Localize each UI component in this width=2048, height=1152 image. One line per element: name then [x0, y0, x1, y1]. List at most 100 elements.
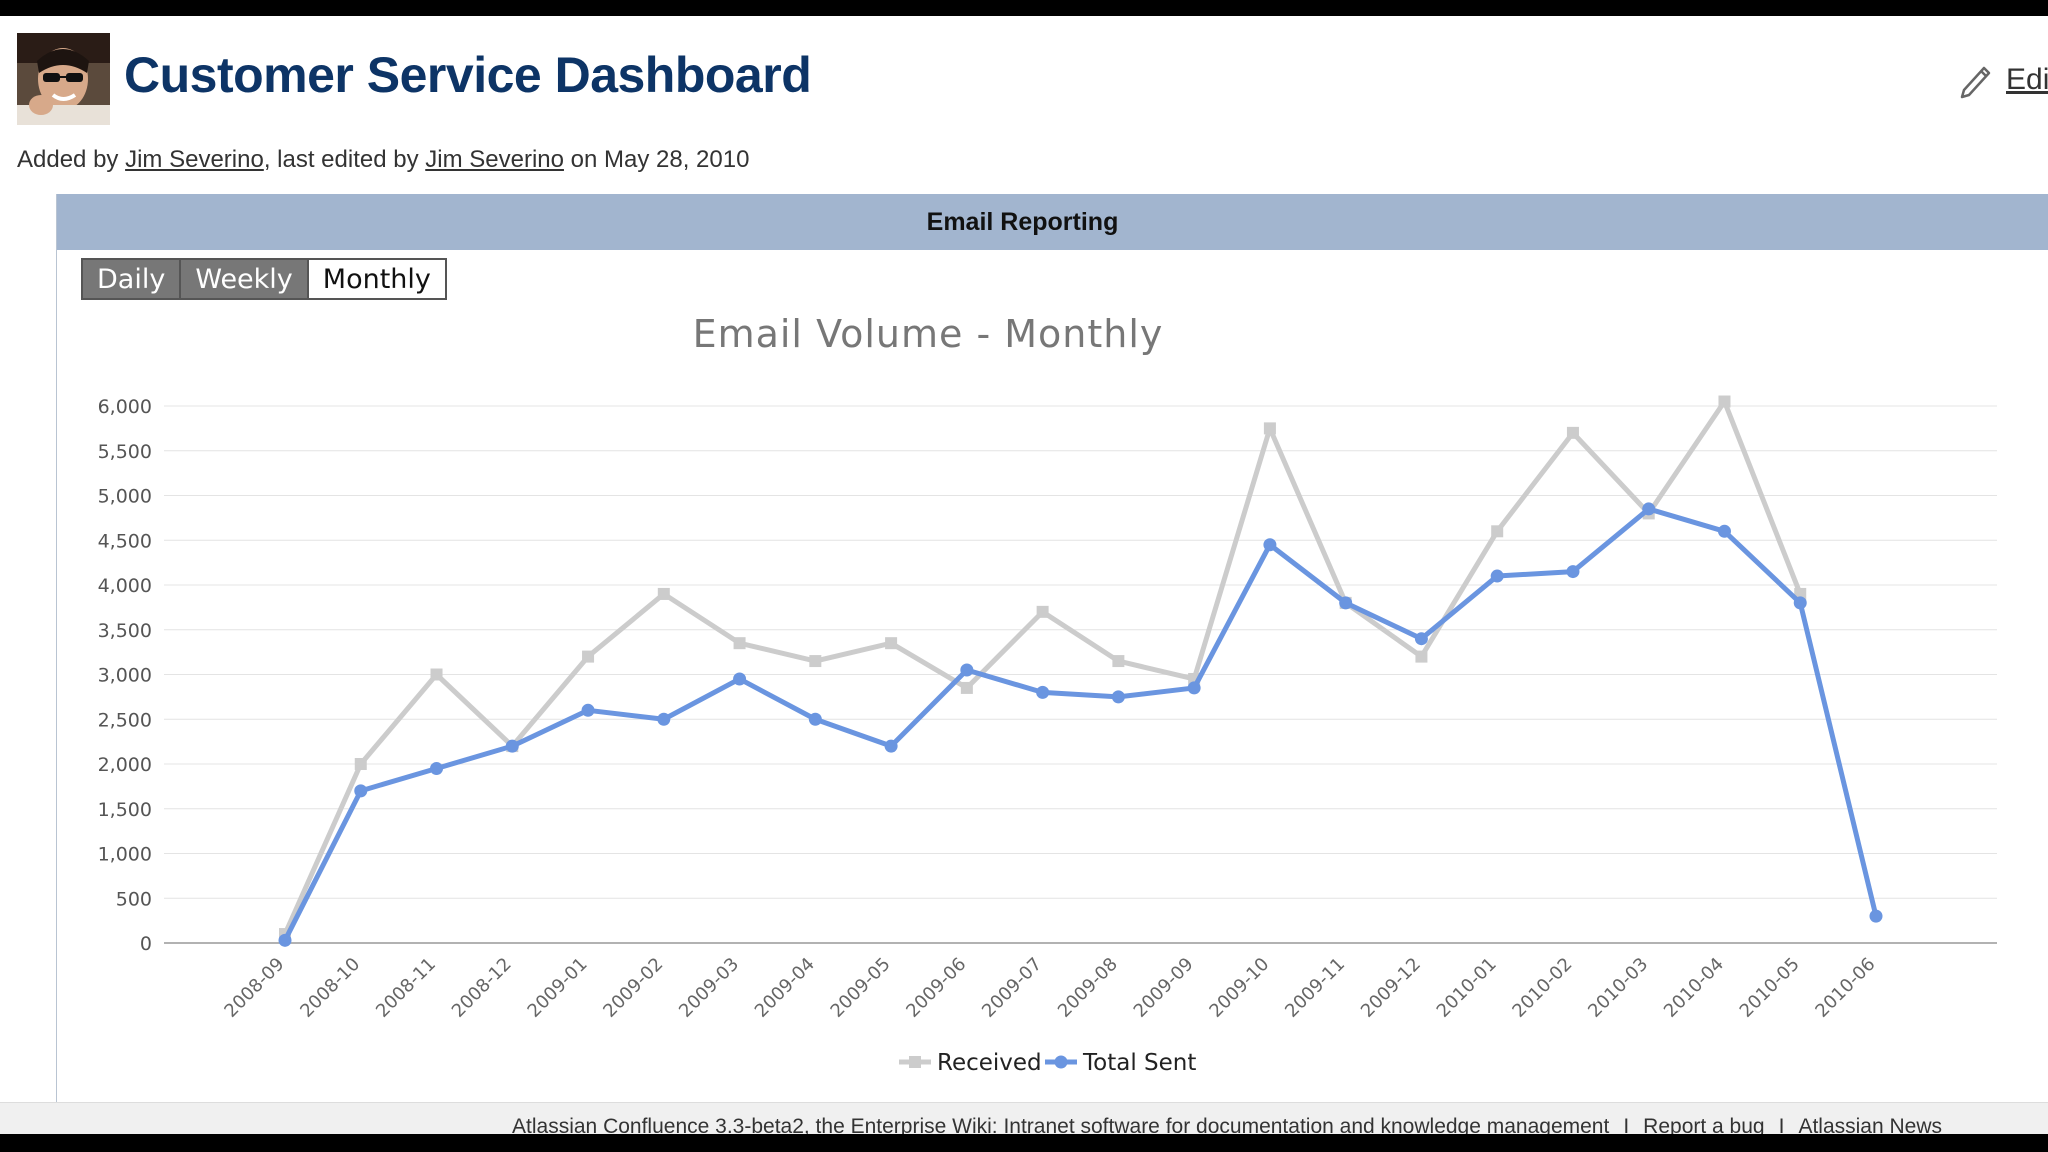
- data-point-received: [809, 655, 822, 668]
- chart-title-wrap: Email Volume - Monthly: [57, 312, 2048, 356]
- x-tick-label: 2010-02: [1508, 954, 1576, 1022]
- report-bug-link[interactable]: Report a bug: [1643, 1114, 1765, 1135]
- data-point-total-sent: [1187, 681, 1201, 695]
- x-tick-label: 2010-03: [1584, 954, 1652, 1022]
- y-tick-label: 6,000: [98, 396, 152, 418]
- x-tick-label: 2009-05: [827, 954, 895, 1022]
- data-point-total-sent: [733, 672, 747, 686]
- tab-monthly[interactable]: Monthly: [308, 258, 447, 300]
- data-point-received: [1112, 655, 1125, 668]
- data-point-total-sent: [581, 703, 595, 717]
- data-point-received: [582, 650, 595, 663]
- x-tick-label: 2008-10: [296, 954, 364, 1022]
- data-point-received: [885, 637, 898, 650]
- data-point-received: [657, 587, 670, 600]
- x-tick-label: 2009-02: [599, 954, 667, 1022]
- data-point-total-sent: [1111, 690, 1125, 704]
- x-tick-label: 2009-01: [524, 954, 592, 1022]
- chart-title: Email Volume - Monthly: [692, 312, 1164, 356]
- y-tick-label: 2,000: [98, 754, 152, 776]
- y-tick-label: 500: [116, 888, 152, 910]
- edit-label[interactable]: Edi: [2006, 63, 2048, 96]
- page-title: Customer Service Dashboard: [124, 47, 812, 103]
- y-tick-label: 4,000: [98, 575, 152, 597]
- editor-link[interactable]: Jim Severino: [425, 146, 564, 173]
- legend-marker: [1054, 1055, 1068, 1069]
- byline-date: on May 28, 2010: [563, 146, 750, 173]
- y-tick-label: 0: [140, 933, 152, 955]
- pencil-icon: [1960, 66, 1991, 99]
- panel-header: Email Reporting: [57, 194, 2048, 250]
- x-tick-label: 2009-12: [1357, 954, 1425, 1022]
- email-volume-chart: 0 500 1,000 1,500 2,000 2,500 3,000 3,500 4,000 4…: [98, 395, 1997, 1076]
- byline-added-prefix: Added by: [17, 146, 126, 173]
- data-point-total-sent: [960, 663, 974, 677]
- y-tick-label: 1,500: [98, 799, 152, 821]
- data-point-total-sent: [278, 933, 292, 947]
- data-point-received: [1036, 605, 1049, 618]
- footer-product-text: Atlassian Confluence 3.3-beta2, the Ente…: [512, 1114, 1610, 1135]
- data-point-received: [1491, 525, 1504, 538]
- x-tick-label: 2008-09: [220, 954, 288, 1022]
- y-tick-label: 2,500: [98, 709, 152, 731]
- data-point-total-sent: [1490, 569, 1504, 583]
- x-tick-label: 2009-06: [902, 954, 970, 1022]
- email-reporting-panel: Email Reporting Daily Weekly Monthly Ema…: [56, 194, 2048, 1102]
- x-tick-label: 2009-03: [675, 954, 743, 1022]
- data-point-received: [1263, 422, 1276, 435]
- tab-weekly[interactable]: Weekly: [181, 258, 309, 300]
- data-point-total-sent: [1263, 538, 1277, 552]
- x-tick-label: 2009-07: [978, 954, 1046, 1022]
- data-point-total-sent: [1793, 596, 1807, 610]
- legend-label: Total Sent: [1082, 1050, 1196, 1076]
- x-tick-label: 2009-09: [1130, 954, 1198, 1022]
- data-point-total-sent: [430, 761, 444, 775]
- data-point-total-sent: [808, 712, 822, 726]
- x-tick-label: 2010-06: [1811, 954, 1879, 1022]
- y-tick-label: 5,500: [98, 441, 152, 463]
- panel-title: Email Reporting: [926, 207, 1119, 236]
- data-point-total-sent: [1414, 632, 1428, 646]
- x-tick-label: 2010-01: [1433, 954, 1501, 1022]
- avatar-image: [17, 33, 110, 125]
- data-point-received: [354, 758, 367, 770]
- atlassian-news-link[interactable]: Atlassian News: [1798, 1114, 1942, 1135]
- data-point-total-sent: [1566, 565, 1580, 579]
- data-point-received: [430, 668, 443, 681]
- x-tick-label: 2008-11: [372, 954, 440, 1022]
- user-avatar[interactable]: [17, 33, 110, 125]
- byline-edited-prefix: , last edited by: [263, 146, 426, 173]
- data-point-total-sent: [1717, 524, 1731, 538]
- x-tick-label: 2009-04: [751, 954, 819, 1022]
- x-tick-label: 2009-08: [1054, 954, 1122, 1022]
- legend-marker: [909, 1056, 921, 1068]
- tab-daily[interactable]: Daily: [81, 258, 182, 300]
- period-tabs: Daily Weekly Monthly: [81, 258, 447, 300]
- x-tick-label: 2010-04: [1660, 954, 1728, 1022]
- footer-separator: I: [1623, 1114, 1630, 1135]
- author-link[interactable]: Jim Severino: [125, 146, 264, 173]
- data-point-received: [1718, 395, 1731, 408]
- data-point-total-sent: [657, 712, 671, 726]
- series-line-received: [282, 399, 1803, 936]
- data-point-total-sent: [1642, 502, 1656, 516]
- y-tick-label: 1,000: [98, 844, 152, 866]
- data-point-received: [733, 637, 746, 650]
- edit-button[interactable]: Edi: [1956, 60, 2048, 100]
- x-tick-label: 2009-11: [1281, 954, 1349, 1022]
- data-point-total-sent: [1339, 596, 1353, 610]
- data-point-received: [960, 681, 973, 694]
- footer-separator: I: [1778, 1114, 1785, 1135]
- x-tick-label: 2010-05: [1736, 954, 1804, 1022]
- data-point-total-sent: [354, 784, 368, 798]
- data-point-total-sent: [884, 739, 898, 753]
- data-point-total-sent: [1036, 685, 1050, 699]
- data-point-received: [1566, 426, 1579, 439]
- page-byline: Added by Jim Severino, last edited by Ji…: [17, 146, 749, 174]
- x-tick-label: 2009-10: [1205, 954, 1273, 1022]
- y-tick-label: 5,000: [98, 486, 152, 508]
- page: Customer Service Dashboard Edi Added by …: [0, 16, 2048, 1134]
- x-tick-label: 2008-12: [448, 954, 516, 1022]
- data-point-total-sent: [1869, 909, 1883, 923]
- y-tick-label: 4,500: [98, 530, 152, 552]
